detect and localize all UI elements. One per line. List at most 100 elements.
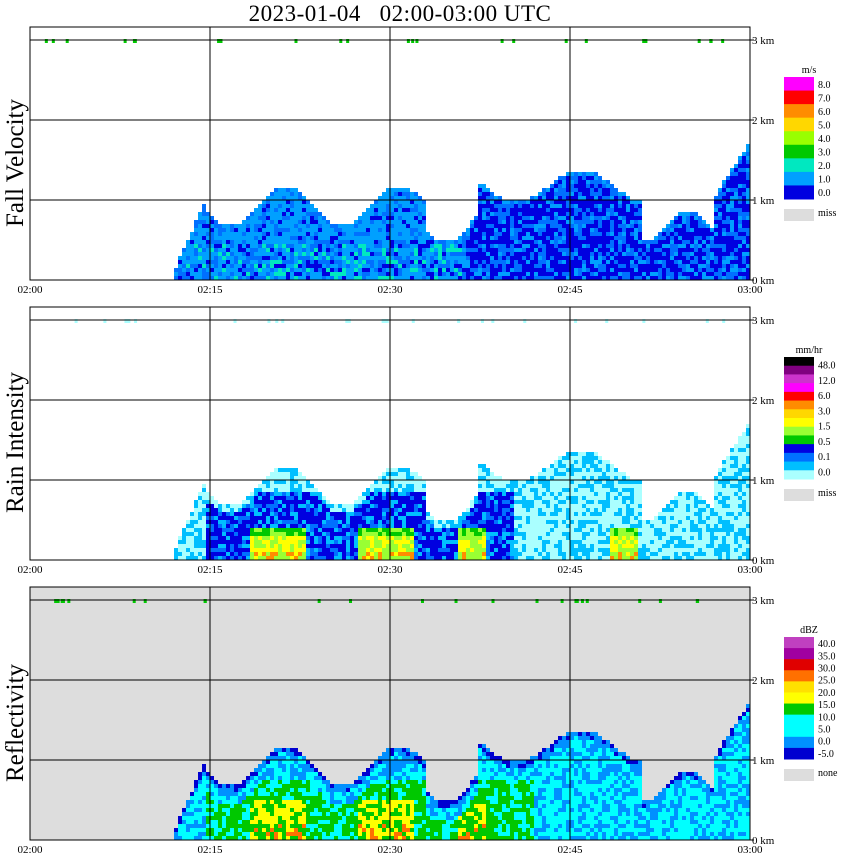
fall-velocity-cell [306, 260, 310, 264]
rain-intensity-cell [202, 524, 206, 528]
rain-intensity-cell [202, 512, 206, 516]
fall-velocity-cell [274, 268, 278, 272]
fall-velocity-cell [190, 240, 194, 244]
fall-velocity-cell [714, 228, 718, 232]
fall-velocity-cell [242, 240, 246, 244]
fall-velocity-cell [442, 256, 446, 260]
rain-intensity-cell [210, 548, 214, 552]
fall-velocity-cell [686, 272, 690, 276]
fall-velocity-cell [678, 276, 682, 280]
fall-velocity-cell [522, 228, 526, 232]
fall-velocity-cell [362, 232, 366, 236]
fall-velocity-cell [270, 232, 274, 236]
fall-velocity-cell [214, 260, 218, 264]
rain-intensity-cell [618, 520, 622, 524]
fall-velocity-cell [498, 248, 502, 252]
fall-velocity-cell [634, 236, 638, 240]
rain-intensity-cell [570, 488, 574, 492]
fall-velocity-cell [714, 232, 718, 236]
fall-velocity-cell [566, 224, 570, 228]
fall-velocity-cell [622, 236, 626, 240]
fall-velocity-cell [546, 264, 550, 268]
rain-intensity-cell [518, 484, 522, 488]
fall-velocity-cell [386, 216, 390, 220]
fall-velocity-cell [606, 192, 610, 196]
rain-intensity-cell [530, 556, 534, 560]
fall-velocity-cell [314, 224, 318, 228]
rain-intensity-cell [398, 520, 402, 524]
rain-intensity-cell [454, 532, 458, 536]
fall-velocity-cell [278, 208, 282, 212]
fall-velocity-cell [558, 252, 562, 256]
rain-intensity-cell [574, 456, 578, 460]
fall-velocity-cell [598, 232, 602, 236]
fall-velocity-cell [290, 188, 294, 192]
rain-intensity-cell [278, 508, 282, 512]
rain-intensity-cell [606, 556, 610, 560]
fall-velocity-cell [730, 236, 734, 240]
fall-velocity-cell [470, 240, 474, 244]
rain-intensity-cell [538, 504, 542, 508]
fall-velocity-cell [526, 256, 530, 260]
rain-intensity-cell [586, 552, 590, 556]
fall-velocity-cell [454, 264, 458, 268]
fall-velocity-cell [706, 268, 710, 272]
fall-velocity-cell [714, 200, 718, 204]
rain-intensity-cell [378, 552, 382, 556]
rain-intensity-cell [478, 504, 482, 508]
rain-intensity-cell [510, 516, 514, 520]
rain-intensity-cell [326, 508, 330, 512]
fall-velocity-cell [302, 252, 306, 256]
rain-intensity-cell [298, 492, 302, 496]
fall-velocity-cell [714, 216, 718, 220]
rain-intensity-cell [526, 528, 530, 532]
fall-velocity-cell [222, 272, 226, 276]
fall-velocity-cell [690, 252, 694, 256]
fall-velocity-cell [234, 268, 238, 272]
fall-velocity-cell [402, 252, 406, 256]
rain-intensity-cell [374, 548, 378, 552]
rain-intensity-cell [290, 544, 294, 548]
fall-velocity-cell [378, 212, 382, 216]
fall-velocity-cell [506, 276, 510, 280]
fall-velocity-cell [586, 224, 590, 228]
rain-intensity-cell [578, 524, 582, 528]
rain-intensity-cell [374, 524, 378, 528]
fall-velocity-cell [318, 268, 322, 272]
fall-velocity-cell [718, 192, 722, 196]
rain-intensity-cell [402, 520, 406, 524]
fall-velocity-cell [362, 244, 366, 248]
fall-velocity-cell [502, 224, 506, 228]
rain-intensity-cell [250, 492, 254, 496]
rain-intensity-cell [606, 464, 610, 468]
rain-intensity-cell [526, 524, 530, 528]
fall-velocity-cell [294, 248, 298, 252]
fall-velocity-cell [490, 256, 494, 260]
rain-intensity-cell [274, 472, 278, 476]
rain-intensity-cell [478, 548, 482, 552]
rain-intensity-cell [314, 516, 318, 520]
fall-velocity-cell [366, 256, 370, 260]
fall-velocity-cell [194, 248, 198, 252]
fall-velocity-cell [526, 216, 530, 220]
rain-intensity-cell [278, 544, 282, 548]
rain-intensity-cell [582, 520, 586, 524]
fall-velocity-cell [666, 228, 670, 232]
fall-velocity-cell [330, 256, 334, 260]
fall-velocity-cell [402, 240, 406, 244]
fall-velocity-cell [734, 276, 738, 280]
rain-intensity-cell [386, 516, 390, 520]
fall-velocity-cell [326, 260, 330, 264]
fall-velocity-cell [566, 192, 570, 196]
fall-velocity-cell [370, 228, 374, 232]
rain-intensity-cell [610, 508, 614, 512]
fall-velocity-cell [402, 192, 406, 196]
rain-intensity-cell [630, 540, 634, 544]
rain-intensity-cell [174, 548, 178, 552]
fall-velocity-cell [542, 232, 546, 236]
rain-intensity-cell [410, 532, 414, 536]
fall-velocity-cell [218, 256, 222, 260]
rain-intensity-cell [346, 524, 350, 528]
fall-velocity-cell [738, 224, 742, 228]
rain-intensity-cell [470, 544, 474, 548]
